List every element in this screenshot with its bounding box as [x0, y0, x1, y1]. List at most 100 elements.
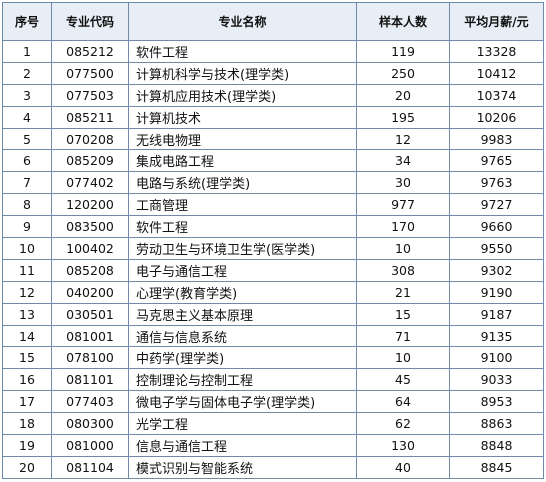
table-row: 14 081001 通信与信息系统 71 9135: [2, 324, 544, 348]
index-cell: 20: [2, 455, 52, 479]
header-index: 序号: [2, 2, 52, 41]
salary-cell: 9983: [449, 127, 544, 151]
table-row: 20 081104 模式识别与智能系统 40 8845: [2, 455, 544, 479]
index-cell: 11: [2, 258, 52, 282]
name-cell: 计算机应用技术(理学类): [128, 83, 357, 107]
name-cell: 微电子学与固体电子学(理学类): [128, 390, 357, 414]
sample-cell: 30: [356, 171, 450, 195]
index-cell: 5: [2, 127, 52, 151]
name-cell: 计算机科学与技术(理学类): [128, 61, 357, 85]
salary-cell: 9033: [449, 368, 544, 392]
salary-cell: 8848: [449, 434, 544, 457]
code-cell: 078100: [51, 346, 129, 370]
table-row: 19 081000 信息与通信工程 130 8848: [2, 434, 544, 457]
name-cell: 电路与系统(理学类): [128, 171, 357, 195]
index-cell: 12: [2, 280, 52, 304]
salary-cell: 10206: [449, 105, 544, 129]
table-row: 11 085208 电子与通信工程 308 9302: [2, 258, 544, 282]
table-row: 2 077500 计算机科学与技术(理学类) 250 10412: [2, 61, 544, 85]
name-cell: 中药学(理学类): [128, 346, 357, 370]
salary-cell: 9187: [449, 302, 544, 326]
code-cell: 081001: [51, 324, 129, 348]
index-cell: 13: [2, 302, 52, 326]
table-row: 10 100402 劳动卫生与环境卫生学(医学类) 10 9550: [2, 237, 544, 260]
index-cell: 3: [2, 83, 52, 107]
code-cell: 120200: [51, 193, 129, 217]
sample-cell: 62: [356, 412, 450, 436]
sample-cell: 10: [356, 237, 450, 260]
table-row: 6 085209 集成电路工程 34 9765: [2, 149, 544, 173]
code-cell: 081104: [51, 455, 129, 479]
sample-cell: 64: [356, 390, 450, 414]
sample-cell: 71: [356, 324, 450, 348]
code-cell: 085209: [51, 149, 129, 173]
index-cell: 1: [2, 40, 52, 63]
index-cell: 8: [2, 193, 52, 217]
name-cell: 控制理论与控制工程: [128, 368, 357, 392]
sample-cell: 34: [356, 149, 450, 173]
sample-cell: 977: [356, 193, 450, 217]
name-cell: 心理学(教育学类): [128, 280, 357, 304]
header-sample: 样本人数: [356, 2, 450, 41]
header-code: 专业代码: [51, 2, 129, 41]
index-cell: 14: [2, 324, 52, 348]
index-cell: 6: [2, 149, 52, 173]
salary-cell: 10412: [449, 61, 544, 85]
salary-cell: 9135: [449, 324, 544, 348]
name-cell: 劳动卫生与环境卫生学(医学类): [128, 237, 357, 260]
sample-cell: 195: [356, 105, 450, 129]
sample-cell: 308: [356, 258, 450, 282]
salary-cell: 9763: [449, 171, 544, 195]
name-cell: 电子与通信工程: [128, 258, 357, 282]
sample-cell: 250: [356, 61, 450, 85]
salary-cell: 9660: [449, 215, 544, 239]
code-cell: 077503: [51, 83, 129, 107]
sample-cell: 40: [356, 455, 450, 479]
salary-cell: 9727: [449, 193, 544, 217]
salary-cell: 9765: [449, 149, 544, 173]
table-row: 17 077403 微电子学与固体电子学(理学类) 64 8953: [2, 390, 544, 414]
code-cell: 081101: [51, 368, 129, 392]
table-row: 7 077402 电路与系统(理学类) 30 9763: [2, 171, 544, 195]
name-cell: 无线电物理: [128, 127, 357, 151]
name-cell: 软件工程: [128, 215, 357, 239]
table-body: 1 085212 软件工程 119 13328 2 077500 计算机科学与技术(理学类) 2…: [2, 40, 544, 479]
name-cell: 软件工程: [128, 40, 357, 63]
index-cell: 18: [2, 412, 52, 436]
sample-cell: 20: [356, 83, 450, 107]
salary-cell: 8845: [449, 455, 544, 479]
name-cell: 马克思主义基本原理: [128, 302, 357, 326]
name-cell: 通信与信息系统: [128, 324, 357, 348]
code-cell: 040200: [51, 280, 129, 304]
name-cell: 计算机技术: [128, 105, 357, 129]
code-cell: 085211: [51, 105, 129, 129]
index-cell: 9: [2, 215, 52, 239]
salary-cell: 8863: [449, 412, 544, 436]
table-row: 16 081101 控制理论与控制工程 45 9033: [2, 368, 544, 392]
code-cell: 077403: [51, 390, 129, 414]
index-cell: 10: [2, 237, 52, 260]
salary-cell: 13328: [449, 40, 544, 63]
sample-cell: 130: [356, 434, 450, 457]
index-cell: 7: [2, 171, 52, 195]
index-cell: 17: [2, 390, 52, 414]
name-cell: 信息与通信工程: [128, 434, 357, 457]
sample-cell: 170: [356, 215, 450, 239]
sample-cell: 45: [356, 368, 450, 392]
code-cell: 080300: [51, 412, 129, 436]
index-cell: 4: [2, 105, 52, 129]
salary-cell: 8953: [449, 390, 544, 414]
salary-cell: 9100: [449, 346, 544, 370]
table-row: 9 083500 软件工程 170 9660: [2, 215, 544, 239]
code-cell: 030501: [51, 302, 129, 326]
salary-cell: 10374: [449, 83, 544, 107]
sample-cell: 10: [356, 346, 450, 370]
table-row: 18 080300 光学工程 62 8863: [2, 412, 544, 436]
code-cell: 081000: [51, 434, 129, 457]
header-salary: 平均月薪/元: [449, 2, 544, 41]
name-cell: 集成电路工程: [128, 149, 357, 173]
header-row: 序号 专业代码 专业名称 样本人数 平均月薪/元: [2, 2, 544, 41]
index-cell: 15: [2, 346, 52, 370]
